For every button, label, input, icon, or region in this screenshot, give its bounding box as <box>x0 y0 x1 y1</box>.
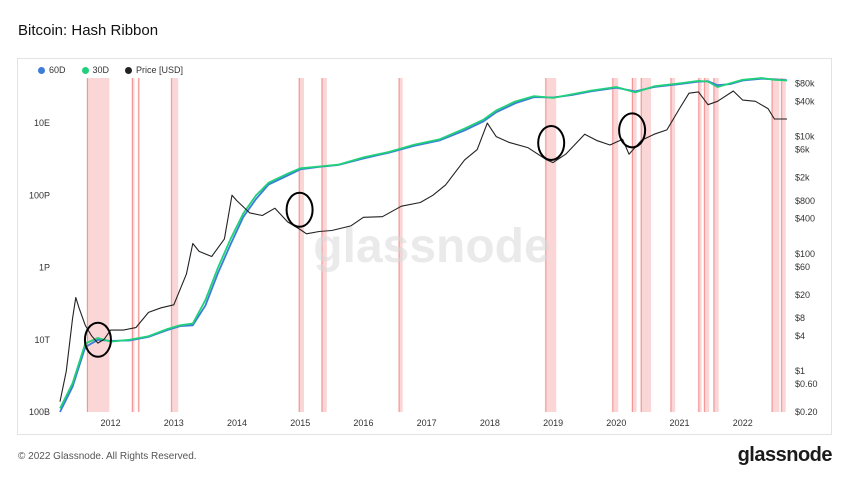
left-tick-label: 1P <box>39 263 50 273</box>
capitulation-band <box>170 78 179 412</box>
right-tick-label: $400 <box>795 214 815 224</box>
watermark: glassnode <box>313 220 550 273</box>
capitulation-band <box>771 78 780 412</box>
capitulation-band <box>398 78 403 412</box>
capitulation-band <box>780 78 786 412</box>
right-tick-label: $0.60 <box>795 379 818 389</box>
x-tick-label: 2022 <box>733 418 753 428</box>
legend-dot-price <box>125 66 133 74</box>
annotation-circle <box>83 321 112 358</box>
capitulation-band <box>713 78 719 412</box>
legend-dot-30d <box>81 66 89 74</box>
copyright-text: © 2022 Glassnode. All Rights Reserved. <box>18 451 197 462</box>
right-tick-label: $800 <box>795 196 815 206</box>
legend: 60D 30D Price [USD] <box>38 65 183 75</box>
x-tick-label: 2012 <box>101 418 121 428</box>
legend-dot-60d <box>38 66 45 74</box>
x-tick-label: 2016 <box>353 418 373 428</box>
x-tick-label: 2018 <box>480 418 500 428</box>
capitulation-band <box>703 78 710 412</box>
right-tick-label: $80k <box>795 79 815 89</box>
x-tick-label: 2013 <box>164 418 184 428</box>
right-tick-label: $10k <box>795 132 815 142</box>
legend-item-60d[interactable]: 60D <box>38 65 66 75</box>
right-tick-label: $40k <box>795 96 815 106</box>
x-tick-label: 2014 <box>227 418 247 428</box>
left-tick-label: 10T <box>34 335 50 345</box>
right-axis-ticks: $0.20 $0.60 $1 $4 $8 $20 $60 $100 $400 $800 $2k $6k… <box>795 79 818 417</box>
right-tick-label: $20 <box>795 290 810 300</box>
annotation-circles <box>83 112 647 358</box>
right-tick-label: $1 <box>795 366 805 376</box>
left-tick-label: 10E <box>34 118 50 128</box>
capitulation-band <box>670 78 676 412</box>
x-tick-label: 2017 <box>417 418 437 428</box>
left-axis-ticks: 100B 10T 1P 100P 10E <box>29 118 51 417</box>
left-tick-label: 100P <box>29 190 50 200</box>
left-tick-label: 100B <box>29 407 50 417</box>
x-tick-label: 2021 <box>670 418 690 428</box>
capitulation-band <box>131 78 135 412</box>
capitulation-band <box>697 78 702 412</box>
annotation-circle <box>285 191 314 228</box>
chart-title: Bitcoin: Hash Ribbon <box>18 22 159 39</box>
capitulation-band <box>321 78 327 412</box>
legend-item-price[interactable]: Price [USD] <box>125 65 183 75</box>
right-tick-label: $6k <box>795 145 810 155</box>
right-tick-label: $8 <box>795 313 805 323</box>
right-tick-label: $100 <box>795 249 815 259</box>
capitulation-bands <box>86 78 786 412</box>
x-tick-label: 2019 <box>543 418 563 428</box>
capitulation-band <box>611 78 619 412</box>
glassnode-logo[interactable]: glassnode <box>737 444 833 466</box>
legend-label-price: Price [USD] <box>136 65 184 75</box>
legend-item-30d[interactable]: 30D <box>81 65 110 75</box>
capitulation-band <box>544 78 557 412</box>
price-line <box>59 90 787 402</box>
capitulation-band <box>640 78 652 412</box>
x-tick-label: 2015 <box>290 418 310 428</box>
capitulation-band <box>631 78 637 412</box>
capitulation-band <box>86 78 110 412</box>
x-axis-ticks: 2012 2013 2014 2015 2016 2017 2018 2019 2020 2021… <box>101 418 753 428</box>
annotation-circle <box>618 112 647 149</box>
legend-label-60d: 60D <box>49 65 66 75</box>
right-tick-label: $2k <box>795 173 810 183</box>
chart-frame <box>17 58 832 435</box>
capitulation-band <box>298 78 305 412</box>
hash-rate-30d-line <box>59 77 788 409</box>
annotation-circle <box>537 124 566 161</box>
right-tick-label: $0.20 <box>795 407 818 417</box>
legend-label-30d: 30D <box>92 65 110 75</box>
right-tick-label: $4 <box>795 331 805 341</box>
x-tick-label: 2020 <box>606 418 626 428</box>
right-tick-label: $60 <box>795 262 810 272</box>
series-lines <box>59 77 788 413</box>
